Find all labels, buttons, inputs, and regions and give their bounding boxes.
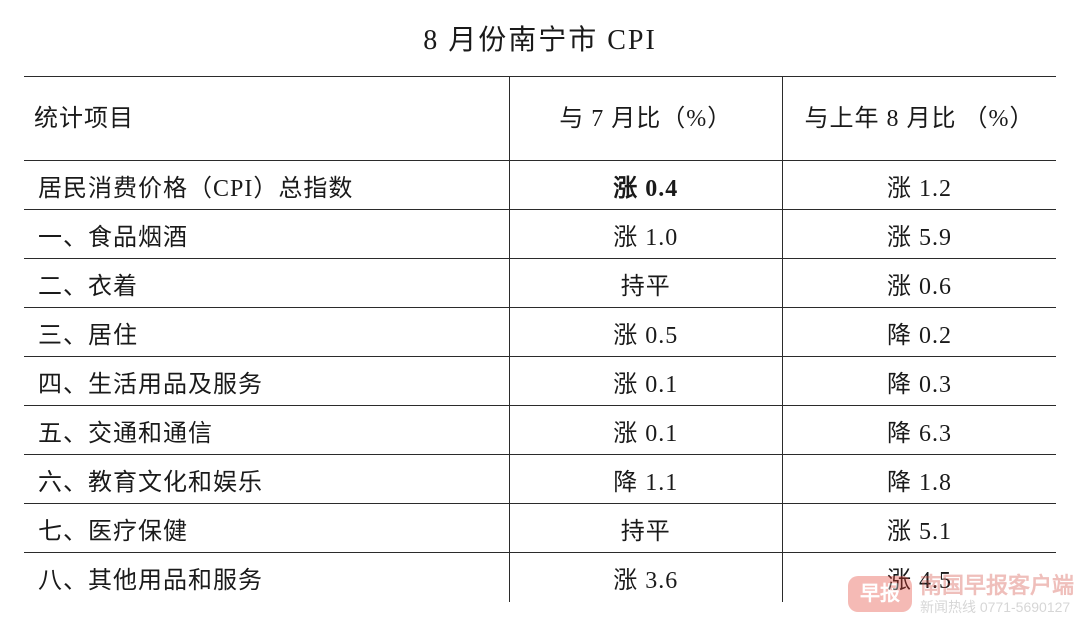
cell-vs-july: 涨 0.1 [509, 357, 782, 406]
cell-item: 二、衣着 [24, 259, 509, 308]
cpi-table: 统计项目 与 7 月比（%） 与上年 8 月比 （%） 居民消费价格（CPI）总… [24, 76, 1056, 602]
column-header-vs-last-aug: 与上年 8 月比 （%） [783, 77, 1057, 161]
cell-vs-last-aug: 降 6.3 [783, 406, 1057, 455]
page-title: 8 月份南宁市 CPI [24, 18, 1056, 58]
cell-vs-july: 涨 3.6 [509, 553, 782, 602]
table-row: 居民消费价格（CPI）总指数涨 0.4涨 1.2 [24, 161, 1056, 210]
table-row: 七、医疗保健持平涨 5.1 [24, 504, 1056, 553]
cell-item: 一、食品烟酒 [24, 210, 509, 259]
cell-item: 八、其他用品和服务 [24, 553, 509, 602]
table-row: 二、衣着持平涨 0.6 [24, 259, 1056, 308]
table-row: 六、教育文化和娱乐降 1.1降 1.8 [24, 455, 1056, 504]
cell-item: 七、医疗保健 [24, 504, 509, 553]
cell-item: 五、交通和通信 [24, 406, 509, 455]
table-row: 一、食品烟酒涨 1.0涨 5.9 [24, 210, 1056, 259]
cell-vs-july: 降 1.1 [509, 455, 782, 504]
cell-vs-july: 涨 1.0 [509, 210, 782, 259]
cell-vs-july: 涨 0.1 [509, 406, 782, 455]
cell-vs-last-aug: 涨 5.1 [783, 504, 1057, 553]
table-row: 八、其他用品和服务涨 3.6涨 4.5 [24, 553, 1056, 602]
table-row: 三、居住涨 0.5降 0.2 [24, 308, 1056, 357]
cell-vs-last-aug: 降 0.3 [783, 357, 1057, 406]
cell-vs-last-aug: 涨 1.2 [783, 161, 1057, 210]
table-row: 四、生活用品及服务涨 0.1降 0.3 [24, 357, 1056, 406]
cell-vs-last-aug: 降 1.8 [783, 455, 1057, 504]
cell-vs-july: 持平 [509, 259, 782, 308]
table-header-row: 统计项目 与 7 月比（%） 与上年 8 月比 （%） [24, 77, 1056, 161]
cell-vs-july: 涨 0.4 [509, 161, 782, 210]
column-header-vs-july: 与 7 月比（%） [509, 77, 782, 161]
cell-vs-last-aug: 涨 5.9 [783, 210, 1057, 259]
cell-vs-july: 持平 [509, 504, 782, 553]
watermark-line2: 新闻热线 0771-5690127 [920, 599, 1074, 616]
column-header-item: 统计项目 [24, 77, 509, 161]
cell-vs-last-aug: 降 0.2 [783, 308, 1057, 357]
cell-vs-july: 涨 0.5 [509, 308, 782, 357]
table-row: 五、交通和通信涨 0.1降 6.3 [24, 406, 1056, 455]
cell-vs-last-aug: 涨 0.6 [783, 259, 1057, 308]
cell-item: 居民消费价格（CPI）总指数 [24, 161, 509, 210]
cell-vs-last-aug: 涨 4.5 [783, 553, 1057, 602]
cell-item: 四、生活用品及服务 [24, 357, 509, 406]
cell-item: 六、教育文化和娱乐 [24, 455, 509, 504]
cell-item: 三、居住 [24, 308, 509, 357]
